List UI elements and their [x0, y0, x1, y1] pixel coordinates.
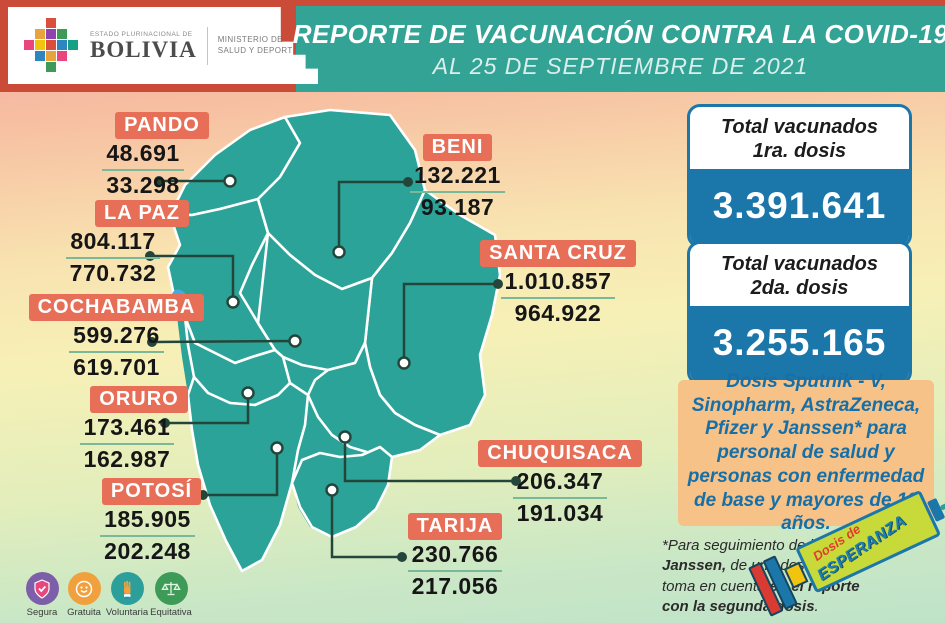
- region-badge: COCHABAMBA: [28, 294, 205, 321]
- logo-divider: [206, 26, 208, 65]
- dose2-value: 770.732: [69, 259, 157, 286]
- region-badge: ORURO: [90, 386, 188, 413]
- dose2-value: 93.187: [420, 193, 495, 220]
- value-gratuita: Gratuita: [58, 572, 110, 618]
- map-marker-dots: [223, 174, 411, 497]
- region-badge: POTOSÍ: [101, 478, 202, 505]
- raised-hand-icon: [110, 572, 144, 605]
- bolivia-map: [145, 108, 521, 573]
- report-title: REPORTE DE VACUNACIÓN CONTRA LA COVID-19: [292, 18, 945, 49]
- dose1-value: 185.905: [100, 505, 195, 537]
- dose1-value: 230.766: [407, 540, 503, 572]
- callout-beni: BENI 132.221 93.187: [390, 134, 525, 222]
- logo-estado-text: ESTADO PLURINACIONAL DE: [90, 30, 193, 38]
- region-badge: BENI: [422, 134, 493, 161]
- dose1-value: 206.347: [512, 467, 608, 499]
- vaccine-info-box: Dosis Sputnik - V, Sinopharm, AstraZenec…: [678, 371, 934, 534]
- total-dose2-card: Total vacunados 2da. dosis 3.255.165: [687, 241, 912, 385]
- total-dose2-value: 3.255.165: [690, 306, 909, 382]
- dose2-value: 217.056: [411, 572, 499, 599]
- dose1-value: 173.461: [79, 413, 175, 445]
- region-badge: PANDO: [115, 112, 209, 139]
- region-badge: SANTA CRUZ: [480, 240, 636, 267]
- header-bar: ESTADO PLURINACIONAL DE BOLIVIA MINISTER…: [0, 0, 945, 92]
- dose2-value: 619.701: [73, 353, 160, 380]
- ministry-text: MINISTERIO DE SALUD Y DEPORTES: [218, 35, 304, 57]
- dose1-value: 599.276: [69, 321, 164, 353]
- bolivia-emblem-icon: [22, 17, 80, 75]
- syringe-needle-icon: [939, 488, 945, 511]
- value-voluntaria: Voluntaria: [101, 572, 153, 618]
- callout-chuquisaca: CHUQUISACA 206.347 191.034: [465, 440, 655, 528]
- dose2-value: 191.034: [516, 499, 604, 526]
- callout-santa-cruz: SANTA CRUZ 1.010.857 964.922: [468, 240, 648, 328]
- ministry-line2: SALUD Y DEPORTES: [217, 45, 305, 55]
- callout-lines: [150, 179, 516, 559]
- total-dose2-label: Total vacunados 2da. dosis: [690, 244, 909, 306]
- label-line2: 2da. dosis: [750, 277, 849, 299]
- total-dose1-card: Total vacunados 1ra. dosis 3.391.641: [687, 104, 912, 248]
- title-banner: REPORTE DE VACUNACIÓN CONTRA LA COVID-19…: [292, 6, 945, 92]
- logo-wordmark: ESTADO PLURINACIONAL DE BOLIVIA: [90, 31, 197, 61]
- value-label: Segura: [26, 607, 58, 618]
- value-segura: Segura: [16, 572, 68, 618]
- dose1-value: 1.010.857: [500, 267, 616, 299]
- footnote-line3-pre: toma en cuenta: [662, 577, 770, 595]
- dose1-value: 48.691: [102, 139, 184, 171]
- shield-check-icon: [25, 572, 59, 605]
- dose2-value: 202.248: [104, 537, 191, 564]
- report-date: AL 25 DE SEPTIEMBRE DE 2021: [432, 52, 809, 79]
- callout-oruro: ORURO 173.461 162.987: [42, 386, 212, 474]
- label-line1: Total vacunados: [720, 253, 879, 275]
- dose1-value: 804.117: [66, 227, 160, 259]
- value-label: Voluntaria: [105, 607, 149, 618]
- smiley-icon: [67, 572, 101, 605]
- value-label: Gratuita: [67, 607, 101, 618]
- logo-bolivia-text: BOLIVIA: [90, 36, 197, 62]
- dose2-value: 33.298: [106, 171, 180, 198]
- callout-tarija: TARIJA 230.766 217.056: [385, 513, 525, 601]
- logo-panel: ESTADO PLURINACIONAL DE BOLIVIA MINISTER…: [8, 7, 318, 84]
- balance-scale-icon: [154, 572, 188, 605]
- total-dose1-value: 3.391.641: [690, 169, 909, 245]
- label-line2: 1ra. dosis: [752, 140, 847, 162]
- region-badge: CHUQUISACA: [478, 440, 642, 467]
- region-badge: LA PAZ: [95, 200, 189, 227]
- value-equitativa: Equitativa: [145, 572, 197, 618]
- callout-cochabamba: COCHABAMBA 599.276 619.701: [24, 294, 209, 382]
- dose1-value: 132.221: [410, 161, 505, 193]
- total-dose1-label: Total vacunados 1ra. dosis: [690, 107, 909, 169]
- value-label: Equitativa: [150, 607, 192, 618]
- footnote-line2-bold: Janssen,: [662, 557, 727, 575]
- dose2-value: 162.987: [83, 445, 171, 472]
- map-region-tarija: [290, 445, 394, 539]
- callout-potosi: POTOSÍ 185.905 202.248: [60, 478, 235, 566]
- callout-pando: PANDO 48.691 33.298: [58, 112, 228, 200]
- callout-la-paz: LA PAZ 804.117 770.732: [28, 200, 198, 288]
- region-badge: TARIJA: [407, 513, 503, 540]
- vaccine-info-text: Dosis Sputnik - V, Sinopharm, AstraZenec…: [687, 370, 925, 535]
- ministry-line1: MINISTERIO DE: [217, 34, 283, 44]
- footnote-line4-end: .: [814, 597, 819, 615]
- dose2-value: 964.922: [514, 299, 602, 326]
- label-line1: Total vacunados: [720, 116, 879, 138]
